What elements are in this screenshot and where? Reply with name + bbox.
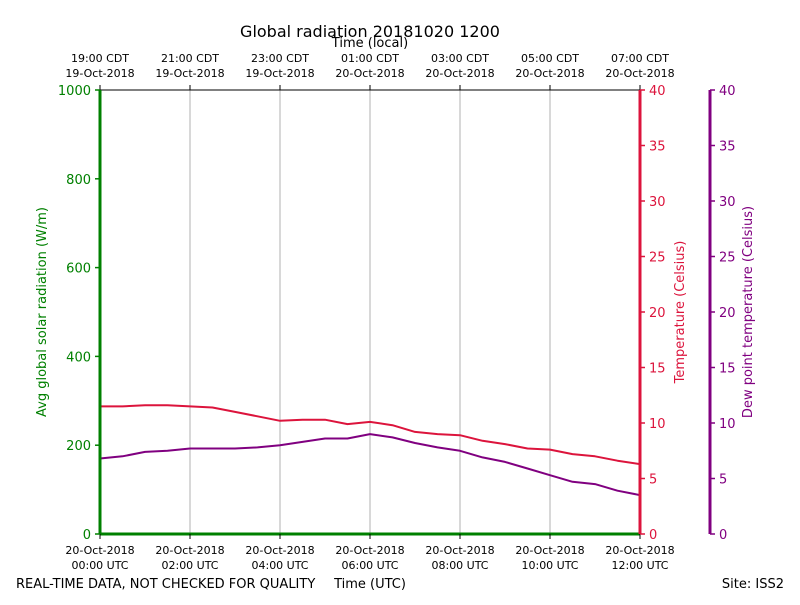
left-axis-tick-label: 1000: [58, 84, 91, 99]
x-tick-label-time: 04:00 UTC: [251, 559, 308, 572]
top-tick-label-date: 20-Oct-2018: [335, 67, 404, 80]
x-tick-label-date: 20-Oct-2018: [155, 544, 224, 557]
x-tick-label-time: 08:00 UTC: [431, 559, 488, 572]
x-tick-label-date: 20-Oct-2018: [515, 544, 584, 557]
dewpoint-axis-tick-label: 40: [719, 84, 736, 99]
temperature-axis-tick-label: 0: [649, 528, 657, 543]
left-axis-tick-label: 0: [83, 528, 91, 543]
x-tick-label-date: 20-Oct-2018: [605, 544, 674, 557]
top-tick-label-date: 20-Oct-2018: [425, 67, 494, 80]
dewpoint-axis-tick-label: 10: [719, 417, 736, 432]
left-axis-tick-label: 200: [66, 439, 91, 454]
temperature-axis-tick-label: 35: [649, 140, 666, 155]
dewpoint-axis-tick-label: 35: [719, 140, 736, 155]
x-tick-label-date: 20-Oct-2018: [335, 544, 404, 557]
chart-title: Global radiation 20181020 1200: [240, 22, 500, 41]
temperature-line: [100, 404, 641, 466]
top-tick-label-date: 20-Oct-2018: [515, 67, 584, 80]
temperature-axis-tick-label: 30: [649, 195, 666, 210]
temperature-axis-tick-label: 5: [649, 473, 657, 488]
left-axis-label: Avg global solar radiation (W/m): [35, 207, 50, 417]
top-tick-label-time: 03:00 CDT: [431, 52, 489, 65]
dewpoint-line: [99, 433, 641, 497]
top-axis-label: Time (local): [331, 36, 408, 51]
x-tick-label-time: 12:00 UTC: [611, 559, 668, 572]
x-axis-label: Time (UTC): [333, 577, 406, 592]
dewpoint-axis-tick-label: 0: [719, 528, 727, 543]
temperature-axis-tick-label: 25: [649, 251, 666, 266]
dewpoint-axis-tick-label: 5: [719, 473, 727, 488]
top-tick-label-time: 01:00 CDT: [341, 52, 399, 65]
left-axis-tick-label: 400: [66, 350, 91, 365]
left-axis-tick-label: 800: [66, 173, 91, 188]
dewpoint-axis-label: Dew point temperature (Celsius): [741, 206, 756, 418]
dewpoint-axis-tick-label: 30: [719, 195, 736, 210]
x-tick-label-time: 10:00 UTC: [521, 559, 578, 572]
top-tick-label-time: 23:00 CDT: [251, 52, 309, 65]
top-tick-label-time: 21:00 CDT: [161, 52, 219, 65]
temperature-axis-label: Temperature (Celsius): [673, 241, 688, 385]
grid: [189, 90, 551, 534]
top-tick-label-time: 07:00 CDT: [611, 52, 669, 65]
x-tick-label-time: 02:00 UTC: [161, 559, 218, 572]
x-tick-label-time: 00:00 UTC: [71, 559, 128, 572]
x-tick-label-time: 06:00 UTC: [341, 559, 398, 572]
temperature-axis-tick-label: 20: [649, 306, 666, 321]
temperature-axis-tick-label: 10: [649, 417, 666, 432]
left-axis-tick-label: 600: [66, 262, 91, 277]
temperature-axis-tick-label: 40: [649, 84, 666, 99]
x-tick-label-date: 20-Oct-2018: [65, 544, 134, 557]
top-tick-label-time: 19:00 CDT: [71, 52, 129, 65]
top-tick-label-date: 19-Oct-2018: [65, 67, 134, 80]
top-tick-label-time: 05:00 CDT: [521, 52, 579, 65]
site-label: Site: ISS2: [722, 577, 784, 592]
temperature-axis-tick-label: 15: [649, 362, 666, 377]
dewpoint-axis-tick-label: 20: [719, 306, 736, 321]
quality-notice: REAL-TIME DATA, NOT CHECKED FOR QUALITY: [16, 577, 315, 592]
dewpoint-axis-tick-label: 15: [719, 362, 736, 377]
x-tick-label-date: 20-Oct-2018: [245, 544, 314, 557]
top-tick-label-date: 19-Oct-2018: [245, 67, 314, 80]
top-tick-label-date: 20-Oct-2018: [605, 67, 674, 80]
top-tick-label-date: 19-Oct-2018: [155, 67, 224, 80]
tick-layer: 20-Oct-2018 00:00 UTC 20-Oct-2018 02:00 UTC…: [58, 52, 736, 572]
dewpoint-axis-tick-label: 25: [719, 251, 736, 266]
x-tick-label-date: 20-Oct-2018: [425, 544, 494, 557]
